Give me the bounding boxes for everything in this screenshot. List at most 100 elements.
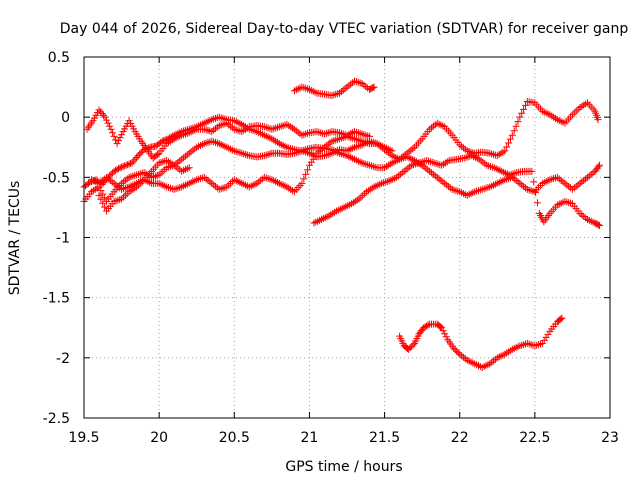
x-tick-label: 23 [601,430,619,446]
data-point [110,167,118,175]
data-point [533,199,541,207]
data-point [100,111,108,119]
data-point [320,152,328,160]
data-point [422,164,430,172]
data-point [98,110,106,118]
data-point [400,167,408,175]
series-trace-d [88,132,396,196]
data-point [540,336,548,344]
data-point [441,330,449,338]
data-point [514,118,522,126]
data-point [107,170,115,178]
data-point [443,181,451,189]
data-point [563,181,571,189]
data-point [520,105,528,113]
data-point [370,83,378,91]
data-point [160,137,168,145]
data-point [437,121,445,129]
data-point [114,196,122,204]
data-point [516,179,524,187]
data-point [559,178,567,186]
data-point [428,169,436,177]
data-point [200,125,208,133]
data-point [247,126,255,134]
data-point [305,161,313,169]
data-point [432,159,440,167]
data-point [497,352,505,360]
data-point [356,129,364,137]
data-point [583,173,591,181]
data-point [118,185,126,193]
data-point [159,167,167,175]
data-point [351,135,359,143]
data-point [270,125,278,133]
data-point [335,89,343,97]
data-point [354,129,362,137]
data-point [405,345,413,353]
data-point [483,161,491,169]
data-point [97,108,105,116]
y-tick-label: -2 [56,351,70,367]
data-point [357,193,365,201]
data-point [435,175,443,183]
data-point [328,137,336,145]
data-point [558,314,566,322]
data-point [508,131,516,139]
data-point [421,323,429,331]
x-tick-label: 21.5 [369,430,400,446]
data-point [518,181,526,189]
data-point [436,161,444,169]
data-point [158,137,166,145]
data-point [140,146,148,154]
data-point [161,136,169,144]
data-point [572,182,580,190]
data-point [536,340,544,348]
data-point [438,324,446,332]
data-point [595,221,603,229]
data-point [408,342,416,350]
data-point [528,167,536,175]
data-point [101,113,109,121]
data-point [260,123,268,131]
data-point [480,185,488,193]
series-trace-f [290,77,378,100]
data-point [369,163,377,171]
y-tick-label: -1.5 [43,291,70,307]
data-point [134,152,142,160]
data-point [448,185,456,193]
data-point [587,170,595,178]
data-point [458,142,466,150]
data-point [172,185,180,193]
data-point [169,132,177,140]
data-point [268,125,276,133]
data-point [202,126,210,134]
data-point [456,350,464,358]
data-point [113,166,121,174]
data-point [585,172,593,180]
data-point [428,124,436,132]
data-point [572,107,580,115]
data-point [294,85,302,93]
data-point [315,148,323,156]
data-point [121,162,129,170]
series-trace-c [80,137,603,205]
data-point [273,123,281,131]
data-point [113,140,121,148]
data-point [315,128,323,136]
data-point [170,185,178,193]
y-tick-labels: -2.5 -2 -1.5 -1 -0.5 0 0.5 [43,50,70,427]
data-point [110,132,118,140]
data-point [425,157,433,165]
data-point [298,131,306,139]
data-point [521,101,529,109]
data-point [215,185,223,193]
data-point [335,135,343,143]
data-point [238,149,246,157]
data-point [439,178,447,186]
data-point [107,125,115,133]
data-point [95,106,103,114]
x-axis-label: GPS time / hours [285,459,402,475]
data-point [317,129,325,137]
data-point [202,175,210,183]
